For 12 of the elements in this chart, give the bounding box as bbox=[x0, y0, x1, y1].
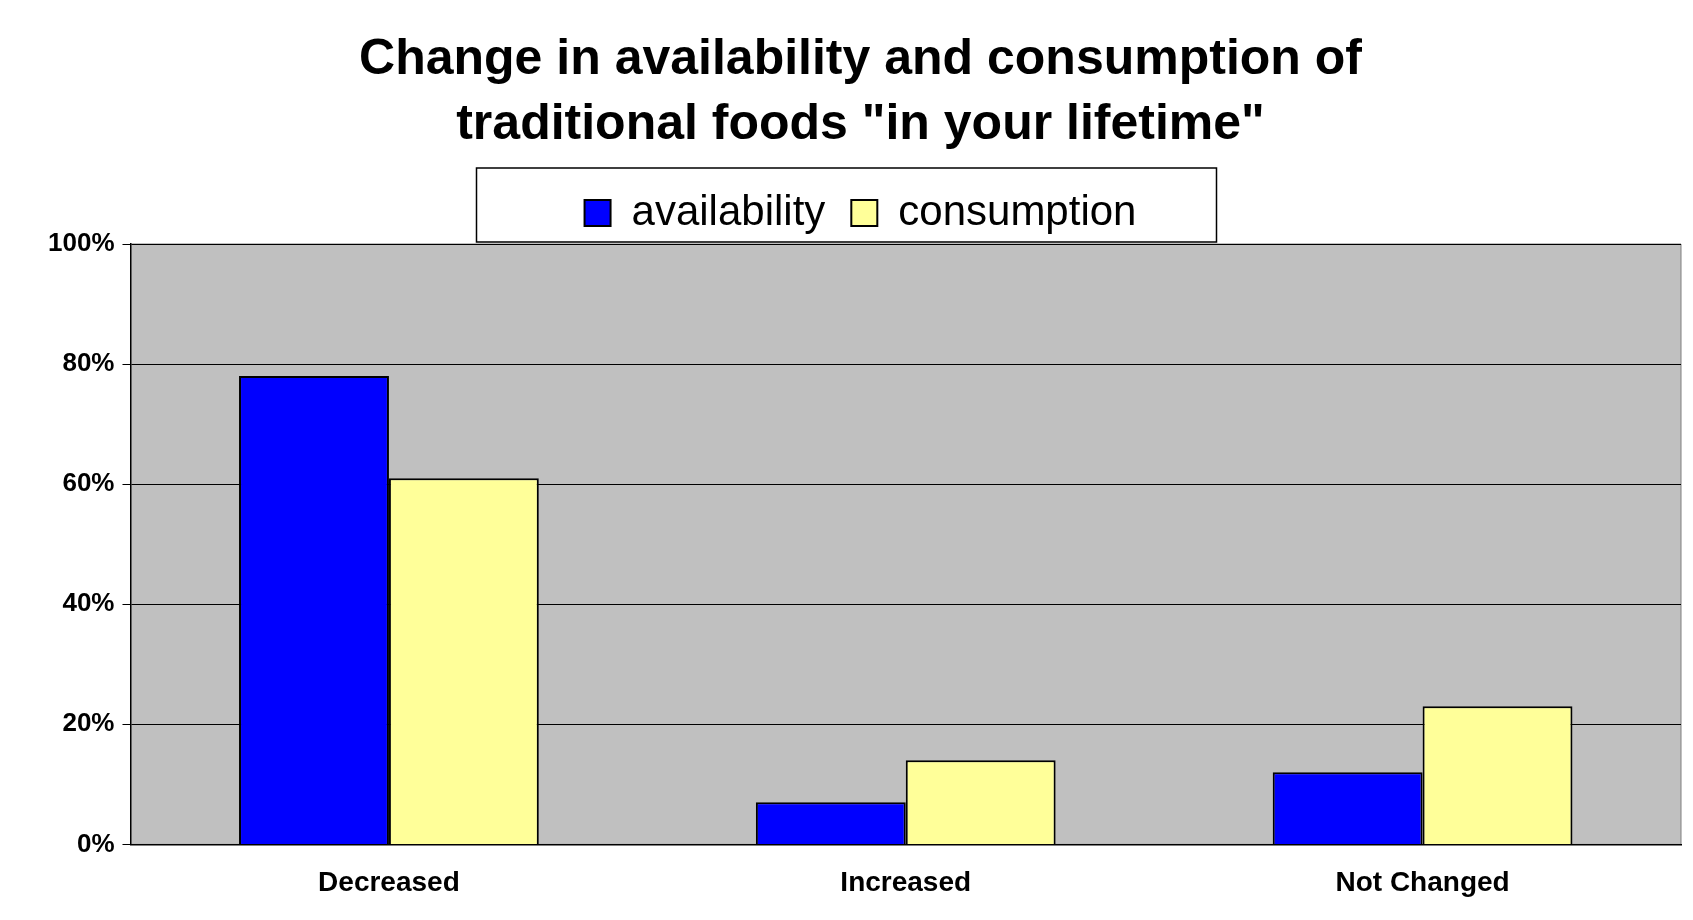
y-tick-label: 80% bbox=[62, 347, 115, 378]
y-tick-label: 0% bbox=[76, 827, 115, 858]
y-tick-label: 20% bbox=[62, 707, 115, 738]
legend-label: consumption bbox=[898, 186, 1137, 234]
x-tick-label: Decreased bbox=[318, 865, 460, 897]
x-tick-label: Increased bbox=[840, 865, 972, 897]
y-tick-label: 60% bbox=[62, 467, 115, 498]
y-tick-label: 40% bbox=[62, 587, 115, 618]
x-tick-label: Not Changed bbox=[1335, 865, 1510, 897]
chart-title: Change in availability and consumption of traditional foods "in your lifetime" bbox=[359, 29, 1363, 151]
legend-label: availability bbox=[631, 186, 826, 234]
y-tick-label: 100% bbox=[48, 227, 115, 258]
